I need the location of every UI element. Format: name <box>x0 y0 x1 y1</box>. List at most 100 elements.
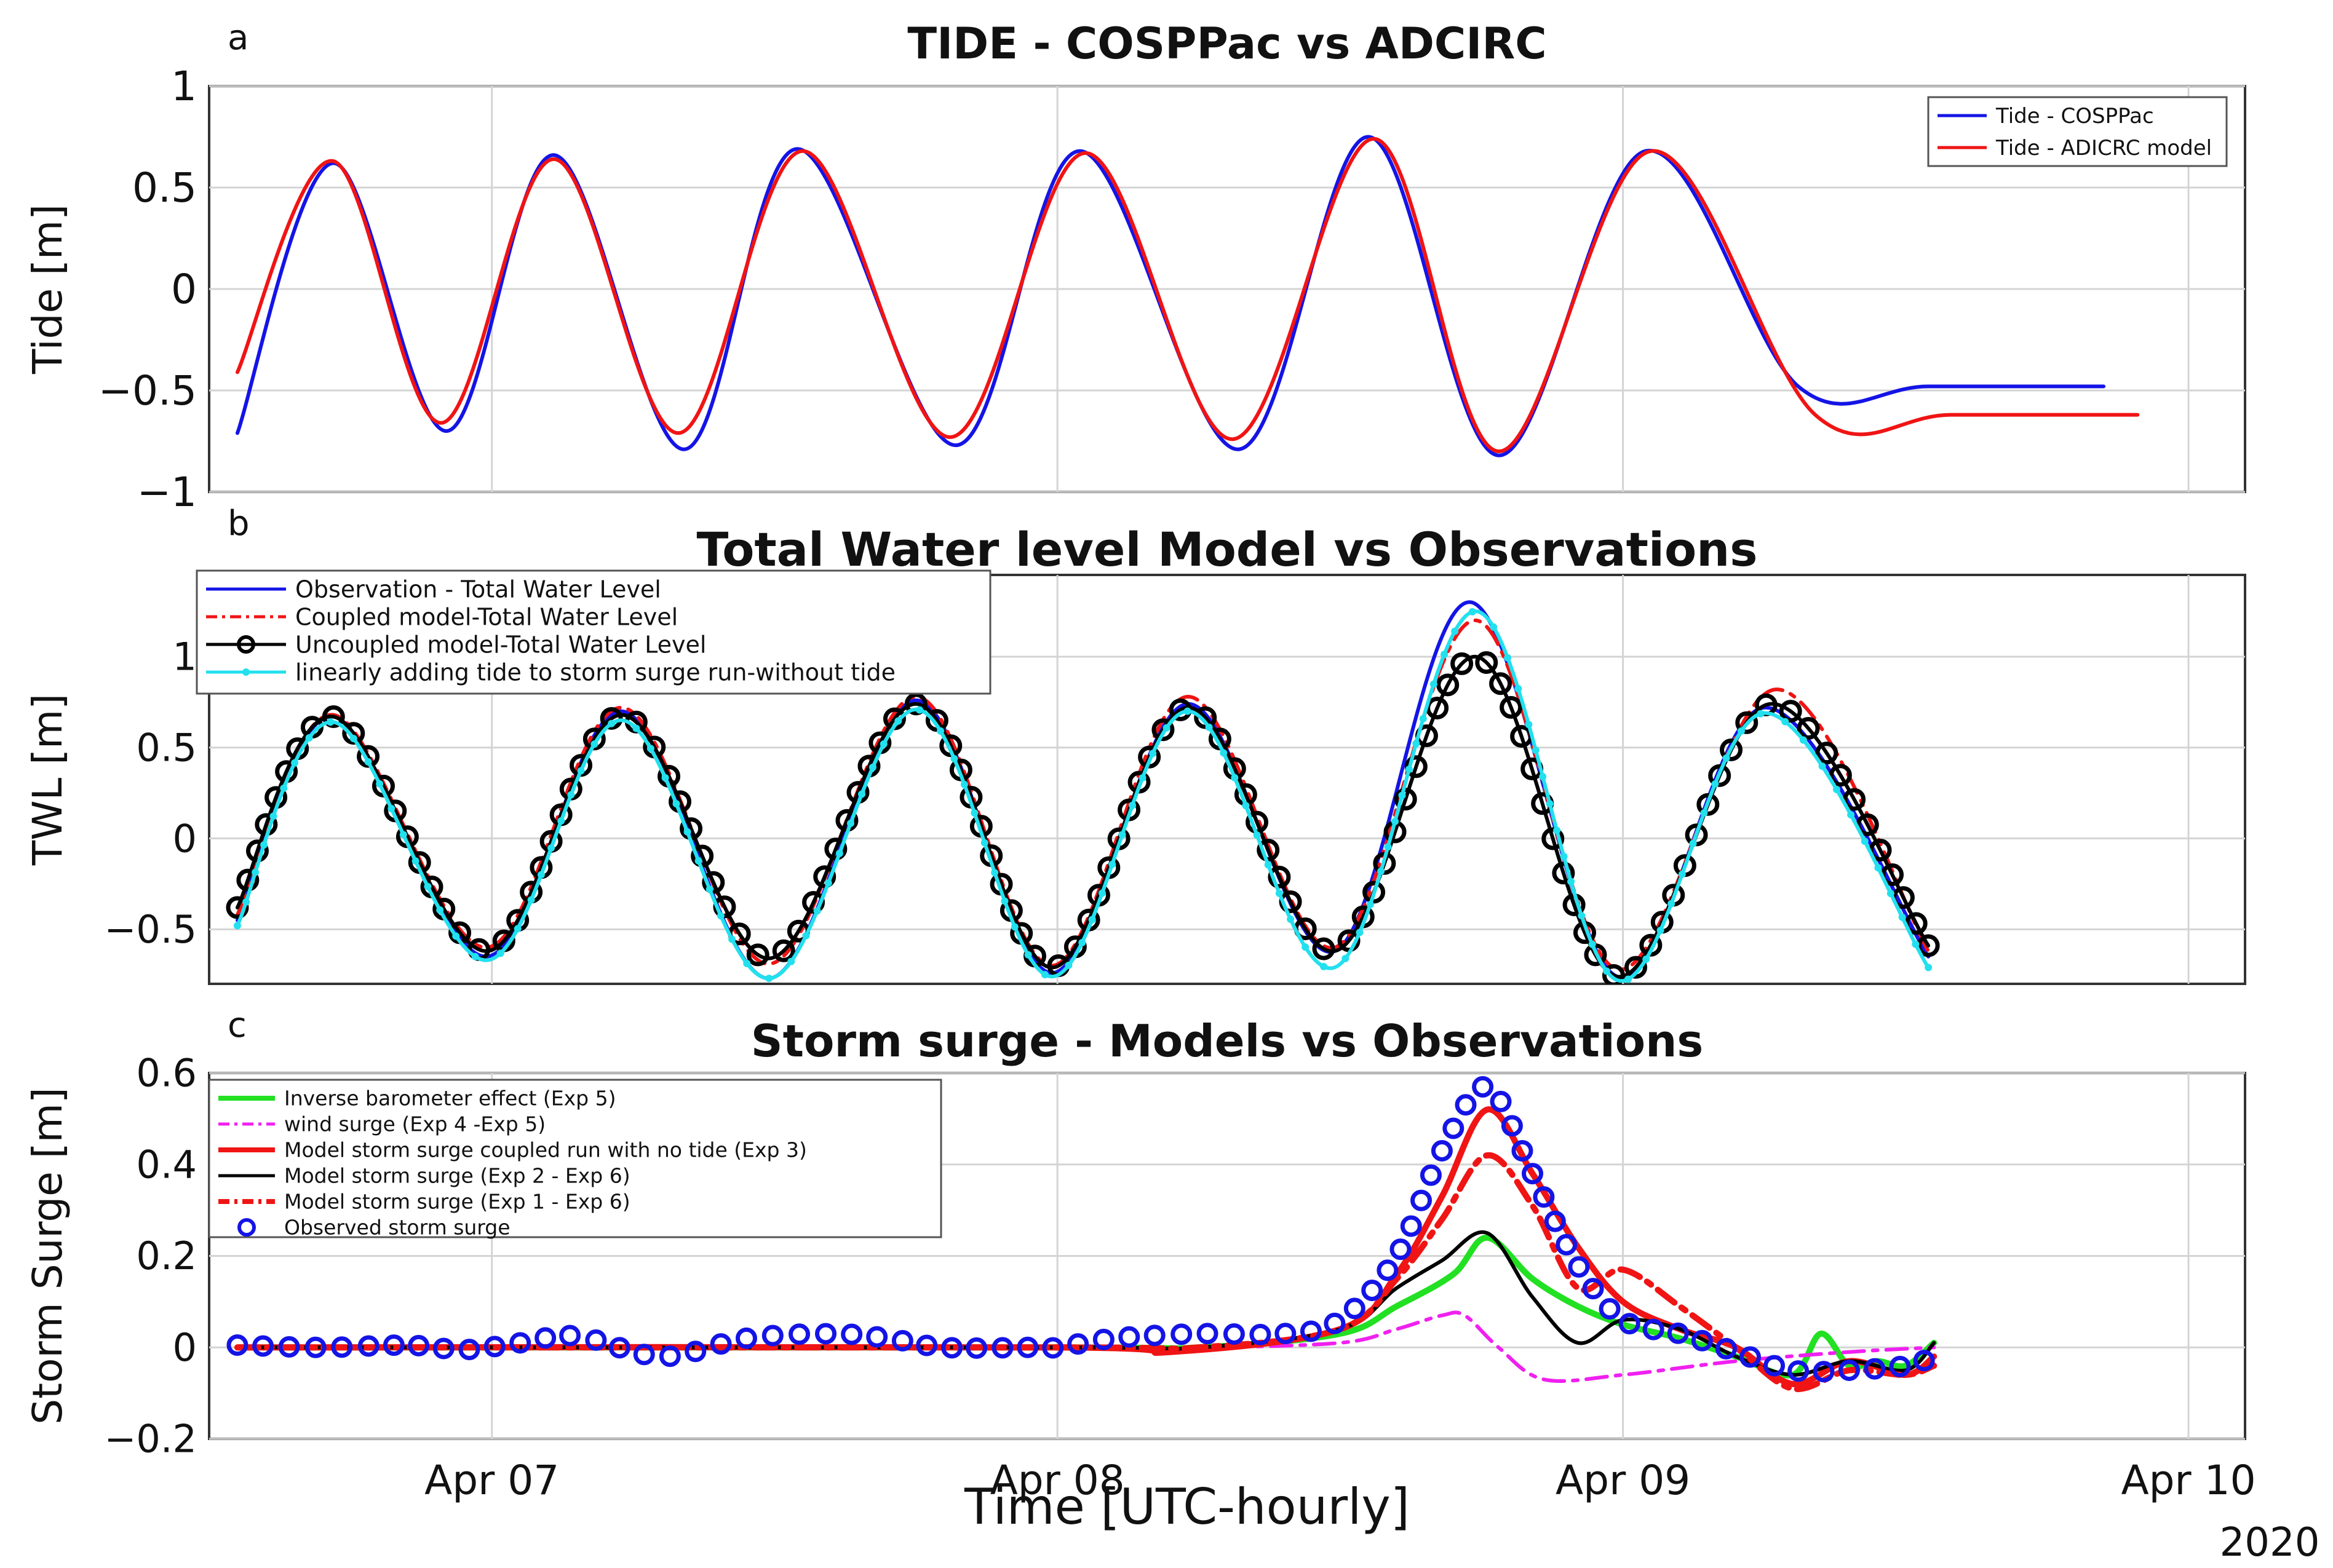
legend: Inverse barometer effect (Exp 5)wind sur… <box>208 1079 942 1240</box>
legend-marker <box>237 635 255 654</box>
series-marker <box>1287 915 1295 923</box>
series-marker <box>1501 1115 1523 1137</box>
legend-box <box>208 1079 942 1238</box>
series-marker <box>1143 1324 1166 1347</box>
series-marker <box>765 975 773 983</box>
series-marker <box>1118 1326 1140 1348</box>
series-marker <box>743 959 751 967</box>
series-marker <box>1832 785 1840 793</box>
series-marker <box>1324 1312 1346 1334</box>
series-marker <box>916 1334 938 1356</box>
series-marker <box>1468 608 1476 616</box>
series-group <box>226 1075 1938 1392</box>
series-marker <box>1667 900 1675 908</box>
series-marker <box>1302 943 1310 951</box>
series-marker <box>813 865 837 889</box>
series-marker <box>835 849 843 857</box>
series-marker <box>894 717 902 725</box>
series-marker <box>424 882 432 890</box>
x-tick-label: Apr 07 <box>424 1457 559 1504</box>
series-marker <box>1405 766 1413 774</box>
series-marker <box>408 1334 430 1356</box>
series-marker <box>1898 913 1906 921</box>
legend-label: linearly adding tide to storm surge run-… <box>295 659 896 686</box>
series-marker <box>1475 651 1498 674</box>
series-marker <box>1088 916 1096 924</box>
series-marker <box>1711 780 1719 788</box>
series-marker <box>1429 680 1437 688</box>
series-marker <box>815 1323 837 1345</box>
series-marker <box>1489 672 1512 695</box>
series-marker <box>547 844 555 852</box>
legend-label: Uncoupled model-Total Water Level <box>295 631 706 658</box>
series-marker <box>787 957 795 965</box>
figure-year-label: 2020 <box>2220 1520 2320 1566</box>
series-marker <box>1799 736 1807 744</box>
series-marker <box>702 871 725 894</box>
series-marker <box>980 839 988 847</box>
series-marker <box>1450 652 1474 675</box>
series-marker <box>868 763 876 771</box>
series-marker <box>278 1336 300 1358</box>
legend-label: wind surge (Exp 4 -Exp 5) <box>284 1112 546 1136</box>
series-marker <box>1362 881 1386 904</box>
series-marker <box>941 1337 963 1359</box>
series-marker <box>1642 1318 1664 1340</box>
series-marker <box>1377 1259 1399 1281</box>
series-marker <box>471 952 479 960</box>
series-marker <box>1312 937 1335 960</box>
series-marker <box>1829 764 1852 787</box>
series-marker <box>585 1329 607 1351</box>
series-marker <box>226 1334 248 1356</box>
series-marker <box>1667 1322 1689 1344</box>
series-marker <box>1847 811 1855 819</box>
series-marker <box>746 943 769 967</box>
y-tick-label: 1 <box>171 63 197 110</box>
series-marker <box>1163 724 1170 732</box>
series-group <box>236 135 2140 457</box>
series-marker <box>705 885 713 893</box>
series-marker <box>1544 1210 1566 1232</box>
series-marker <box>1274 1323 1297 1345</box>
series-marker <box>1264 861 1272 869</box>
series-marker <box>659 1345 681 1368</box>
series-marker <box>824 879 832 887</box>
series-marker <box>331 1336 353 1358</box>
series-marker <box>1098 889 1106 897</box>
series-marker <box>600 707 623 730</box>
series-marker <box>411 857 419 865</box>
series-line <box>236 654 1931 979</box>
series-marker <box>841 1323 863 1345</box>
series-marker <box>1578 912 1586 920</box>
series-marker <box>1735 711 1759 734</box>
series-marker <box>252 868 260 876</box>
legend-label: Model storm surge (Exp 1 - Exp 6) <box>284 1190 630 1214</box>
series-marker <box>1588 940 1596 948</box>
series-marker <box>322 705 345 729</box>
series-marker <box>1582 1278 1604 1300</box>
series-marker <box>1781 718 1789 726</box>
y-axis-label: Tide [m] <box>24 204 71 374</box>
series-marker <box>1500 695 1523 719</box>
panel-c: −0.2 0 0.2 0.4 0.6 Apr 07 Apr 08 Apr 09 Apr 10 St… <box>24 1005 2256 1504</box>
series-marker <box>567 791 575 799</box>
x-tick-label: Apr 09 <box>1556 1457 1690 1504</box>
series-marker <box>1410 1189 1433 1211</box>
series-marker <box>661 774 669 782</box>
y-tick-label: 0.2 <box>136 1233 197 1278</box>
series-marker <box>1420 1164 1442 1186</box>
panel-a: −1 −0.5 0 0.5 1 TIDE - COSPPac vs ADCIRC a Tide… <box>24 18 2246 516</box>
series-marker <box>1361 1279 1383 1301</box>
y-tick-label: −0.2 <box>104 1417 197 1462</box>
series-marker <box>1490 623 1498 631</box>
series-marker <box>1231 774 1239 782</box>
legend-marker <box>242 668 250 676</box>
series-line <box>234 1152 1938 1392</box>
y-tick-label: −0.5 <box>98 367 197 414</box>
series-marker <box>904 692 928 716</box>
series-marker <box>458 1339 480 1361</box>
series-marker <box>1678 870 1686 878</box>
legend-label: Model storm surge coupled run with no ti… <box>284 1138 807 1162</box>
y-tick-label: 1 <box>173 635 197 679</box>
series-marker <box>728 935 736 943</box>
